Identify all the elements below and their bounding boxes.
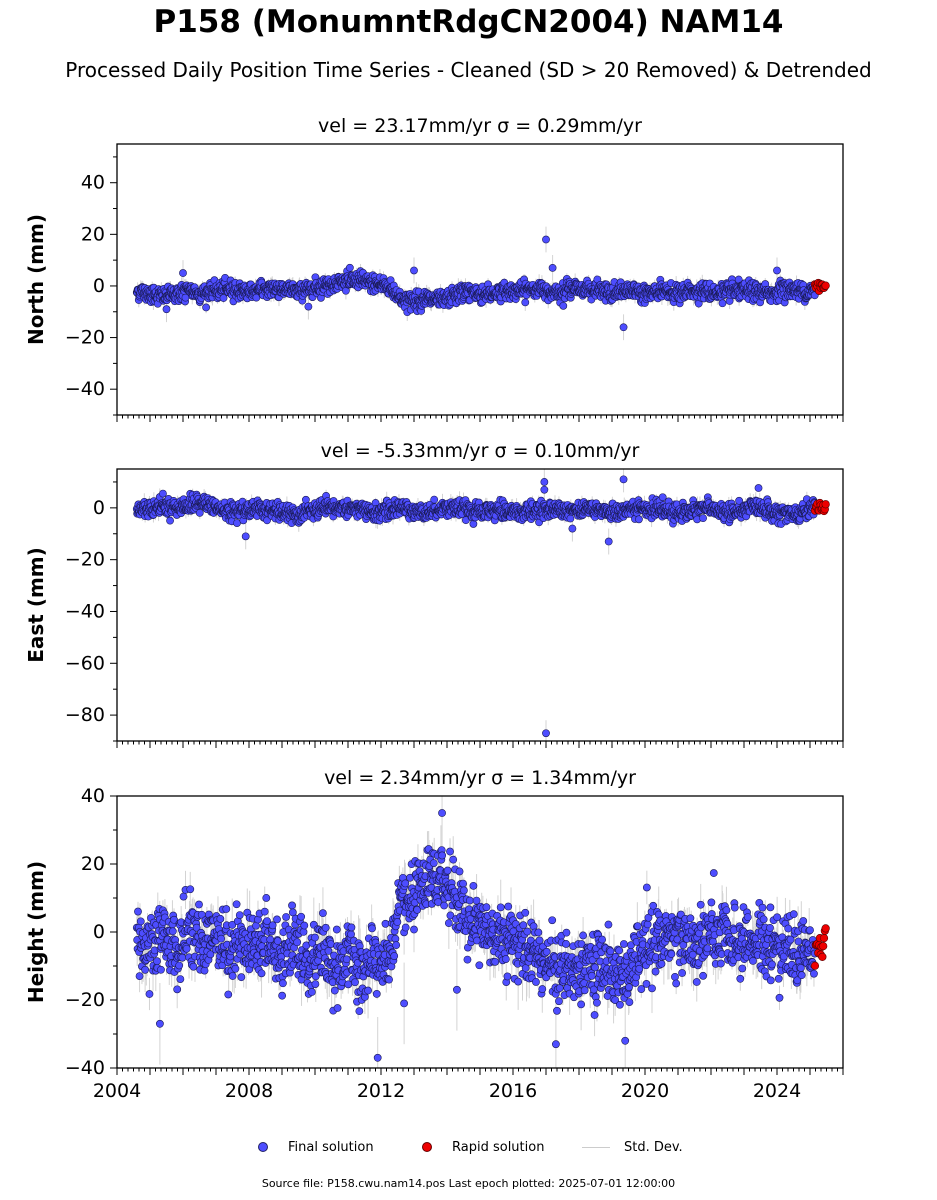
rapid-point <box>821 281 830 290</box>
final-point <box>559 301 568 310</box>
panel-0: −40 −20 0 20 40 vel = 23.17mm/yr σ = 0.29mm/y… <box>24 115 844 422</box>
final-point <box>166 516 174 525</box>
outlier-point <box>773 266 781 275</box>
y-tick-label: 40 <box>81 172 105 194</box>
panel-plot-area-0 <box>132 226 830 341</box>
final-point <box>430 495 439 504</box>
panel-title-0: vel = 23.17mm/yr σ = 0.29mm/yr <box>318 115 642 137</box>
final-point <box>469 520 478 528</box>
outlier-point <box>542 235 550 244</box>
outlier-point <box>179 269 187 277</box>
final-point <box>195 508 204 517</box>
page-subtitle: Processed Daily Position Time Series - C… <box>65 58 872 82</box>
page-title: P158 (MonumntRdgCN2004) NAM14 <box>153 4 784 40</box>
final-point <box>635 515 643 524</box>
final-points-0 <box>132 235 819 332</box>
final-point <box>699 514 707 523</box>
outlier-point <box>410 266 418 275</box>
ticks-0 <box>110 156 844 422</box>
final-point <box>566 514 575 523</box>
final-points-1 <box>132 475 819 738</box>
final-point <box>718 299 727 308</box>
final-point <box>159 489 167 498</box>
outlier-point <box>619 323 628 332</box>
final-point <box>202 303 210 312</box>
final-point <box>219 294 228 302</box>
outlier-point <box>304 302 313 311</box>
y-tick-label: 0 <box>93 275 105 297</box>
outlier-point <box>162 305 171 314</box>
y-axis-label-0: North (mm) <box>24 214 48 345</box>
y-tick-label: −20 <box>65 327 105 349</box>
y-tick-label: −40 <box>65 378 105 400</box>
y-tick-label: 20 <box>81 223 105 245</box>
rapid-points-0 <box>810 278 830 295</box>
panel-plot-area-1 <box>132 469 830 741</box>
final-point <box>521 298 530 307</box>
outlier-point <box>548 263 557 272</box>
final-point <box>345 263 354 272</box>
